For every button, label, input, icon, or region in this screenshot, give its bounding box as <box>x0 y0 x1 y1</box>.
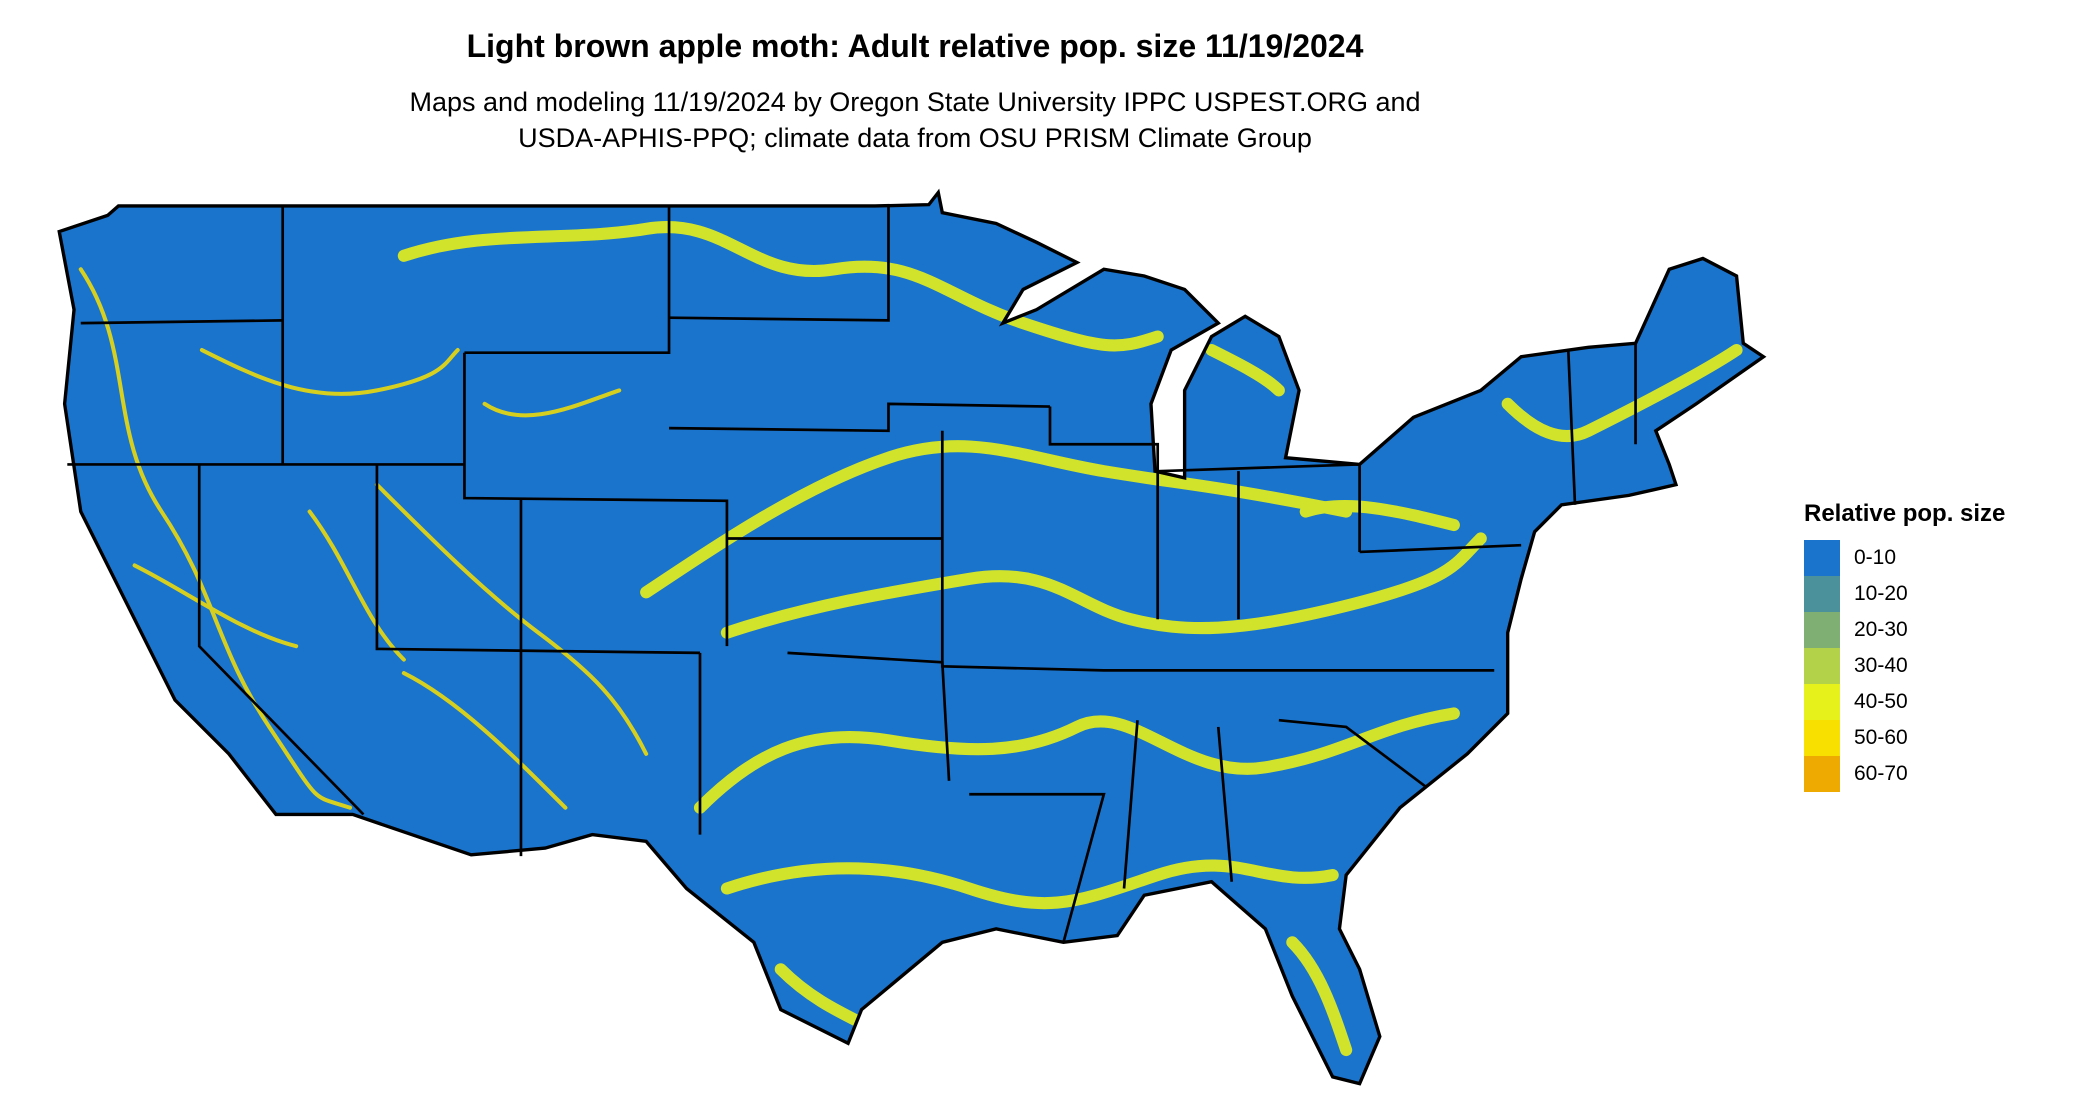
subtitle-line-2: USDA-APHIS-PPQ; climate data from OSU PR… <box>518 123 1312 153</box>
legend-swatch <box>1804 576 1840 612</box>
band <box>307 509 406 662</box>
legend-item: 0-10 <box>1804 540 2005 576</box>
legend-item: 30-40 <box>1804 648 2005 684</box>
band <box>720 532 1487 639</box>
legend-label: 20-30 <box>1854 618 1908 641</box>
legend-label: 0-10 <box>1854 546 1897 569</box>
band <box>132 563 299 649</box>
legend-item: 10-20 <box>1804 576 2005 612</box>
legend-label: 60-70 <box>1854 762 1908 785</box>
legend-item: 60-70 <box>1804 756 2005 792</box>
band <box>1501 343 1743 443</box>
population-bands <box>78 221 1743 1057</box>
legend-label: 30-40 <box>1854 654 1908 677</box>
us-landmass <box>59 192 1764 1084</box>
band <box>774 963 868 1030</box>
legend-swatch <box>1804 540 1840 576</box>
band <box>482 388 622 418</box>
map-subtitle: Maps and modeling 11/19/2024 by Oregon S… <box>0 84 1830 156</box>
band <box>1286 936 1353 1057</box>
band <box>374 482 649 756</box>
legend-title: Relative pop. size <box>1804 500 2006 527</box>
subtitle-line-1: Maps and modeling 11/19/2024 by Oregon S… <box>409 87 1421 117</box>
legend-swatch <box>1804 684 1840 720</box>
legend-item: 20-30 <box>1804 612 2005 648</box>
band <box>693 707 1460 814</box>
band <box>401 671 568 810</box>
band <box>640 440 1353 599</box>
map-title: Light brown apple moth: Adult relative p… <box>466 28 1364 64</box>
legend-item: 40-50 <box>1804 684 2005 720</box>
legend: Relative pop. size 0-10 10-20 20-30 30-40 40… <box>1804 500 2005 792</box>
legend-swatch <box>1804 756 1840 792</box>
us-border <box>57 188 1767 1086</box>
band <box>78 267 353 810</box>
band <box>720 859 1339 910</box>
legend-swatch <box>1804 612 1840 648</box>
legend-label: 50-60 <box>1854 726 1908 749</box>
band <box>397 221 1164 352</box>
state-borders <box>67 205 1637 943</box>
legend-label: 10-20 <box>1854 582 1908 605</box>
band <box>199 348 460 396</box>
legend-item: 50-60 <box>1804 720 2005 756</box>
legend-swatch <box>1804 648 1840 684</box>
legend-swatch <box>1804 720 1840 756</box>
band <box>1205 343 1285 397</box>
band <box>1299 499 1460 532</box>
legend-label: 40-50 <box>1854 690 1908 713</box>
